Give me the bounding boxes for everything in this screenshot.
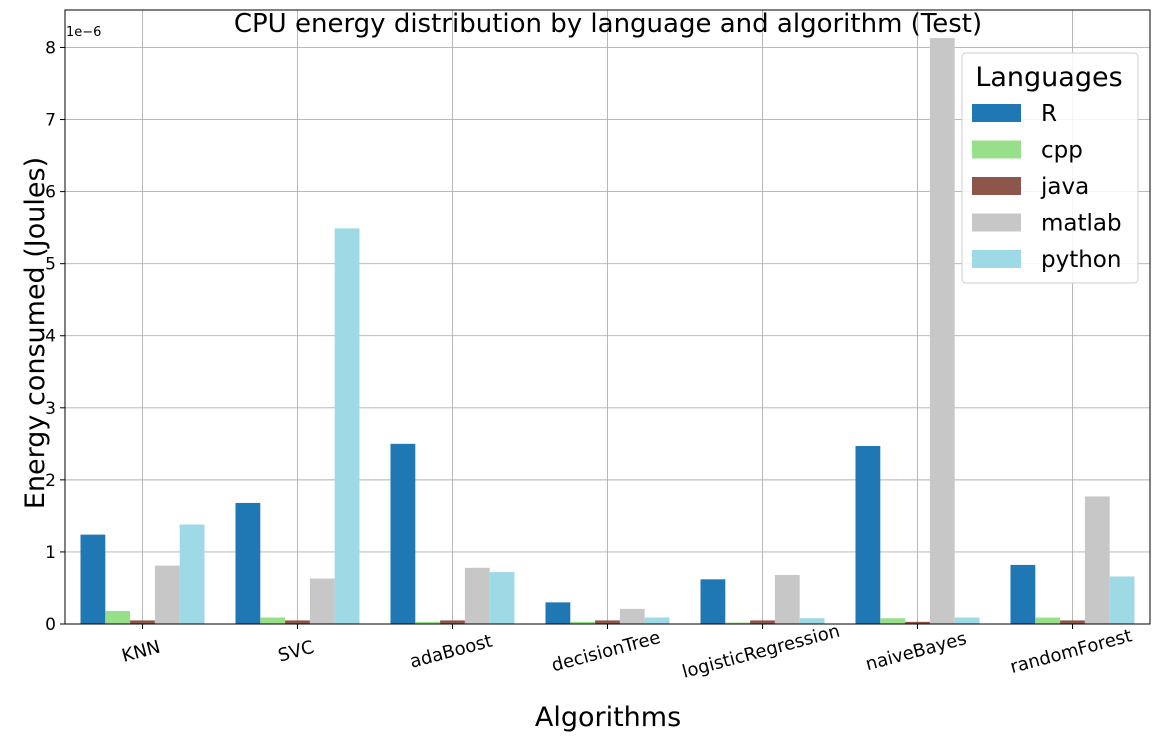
bar-java-decisionTree bbox=[595, 620, 620, 624]
x-tick-label: KNN bbox=[120, 637, 163, 667]
bar-cpp-adaBoost bbox=[415, 621, 441, 624]
legend-label-cpp: cpp bbox=[1041, 138, 1083, 164]
x-axis-label: Algorithms bbox=[535, 702, 681, 733]
x-tick-label: logisticRegression bbox=[680, 621, 842, 683]
bar-R-randomForest bbox=[1010, 564, 1036, 624]
bar-cpp-KNN bbox=[105, 611, 131, 624]
legend-label-java: java bbox=[1040, 174, 1089, 200]
legend-swatch-cpp bbox=[972, 140, 1021, 159]
bar-python-adaBoost bbox=[489, 572, 515, 624]
bar-layer bbox=[80, 38, 1135, 624]
bar-python-decisionTree bbox=[644, 617, 670, 624]
bar-python-randomForest bbox=[1109, 576, 1135, 624]
x-tick-label: naiveBayes bbox=[863, 628, 969, 675]
bar-matlab-SVC bbox=[309, 578, 335, 624]
y-axis-label: Energy consumed (Joules) bbox=[20, 157, 51, 509]
bar-cpp-randomForest bbox=[1035, 617, 1061, 624]
bar-R-decisionTree bbox=[545, 602, 571, 624]
bar-python-logisticRegression bbox=[799, 618, 825, 624]
bar-python-naiveBayes bbox=[954, 617, 980, 624]
y-tick-label: 4 bbox=[45, 327, 56, 347]
bar-R-logisticRegression bbox=[700, 579, 726, 624]
bar-java-adaBoost bbox=[440, 620, 465, 624]
bar-matlab-KNN bbox=[154, 565, 180, 624]
grid-layer bbox=[65, 10, 1150, 625]
bar-R-KNN bbox=[80, 534, 106, 624]
legend-label-matlab: matlab bbox=[1041, 211, 1122, 237]
bar-matlab-randomForest bbox=[1084, 496, 1110, 624]
bar-cpp-naiveBayes bbox=[880, 618, 906, 624]
y-scale-label: 1e−6 bbox=[66, 25, 101, 40]
legend-label-python: python bbox=[1041, 247, 1121, 273]
legend-title: Languages bbox=[975, 62, 1122, 93]
y-tick-label: 3 bbox=[45, 399, 56, 419]
bar-matlab-logisticRegression bbox=[774, 574, 800, 624]
y-tick-label: 1 bbox=[45, 543, 56, 563]
chart-title: CPU energy distribution by language and … bbox=[234, 9, 982, 39]
bar-R-naiveBayes bbox=[855, 445, 881, 624]
y-tick-label: 2 bbox=[45, 471, 56, 491]
bar-python-KNN bbox=[179, 524, 205, 624]
bar-matlab-naiveBayes bbox=[929, 38, 955, 624]
bar-java-KNN bbox=[130, 620, 155, 624]
x-tick-label: SVC bbox=[276, 637, 317, 667]
legend-swatch-java bbox=[972, 177, 1021, 195]
x-tick-label: adaBoost bbox=[408, 631, 495, 673]
bar-java-logisticRegression bbox=[750, 620, 775, 624]
y-tick-label: 7 bbox=[45, 111, 56, 131]
y-tick-label: 0 bbox=[45, 615, 56, 635]
legend-swatch-R bbox=[972, 104, 1021, 122]
x-tick-label: randomForest bbox=[1008, 625, 1134, 678]
y-tick-label: 5 bbox=[45, 255, 56, 275]
bar-java-naiveBayes bbox=[905, 621, 930, 624]
bar-R-SVC bbox=[235, 502, 261, 624]
y-tick-label: 8 bbox=[45, 38, 56, 58]
bar-cpp-logisticRegression bbox=[725, 622, 751, 624]
bar-matlab-adaBoost bbox=[464, 567, 490, 624]
bar-matlab-decisionTree bbox=[619, 608, 645, 624]
bar-python-SVC bbox=[334, 228, 360, 624]
bar-R-adaBoost bbox=[390, 443, 416, 624]
bar-java-SVC bbox=[285, 620, 310, 624]
legend-label-R: R bbox=[1041, 101, 1057, 127]
legend-swatch-python bbox=[972, 250, 1021, 268]
y-tick-label: 6 bbox=[45, 183, 56, 203]
bar-cpp-SVC bbox=[260, 617, 286, 624]
x-tick-label: decisionTree bbox=[549, 627, 662, 676]
legend-swatch-matlab bbox=[972, 213, 1021, 232]
bar-cpp-decisionTree bbox=[570, 621, 596, 624]
bar-java-randomForest bbox=[1060, 620, 1085, 624]
